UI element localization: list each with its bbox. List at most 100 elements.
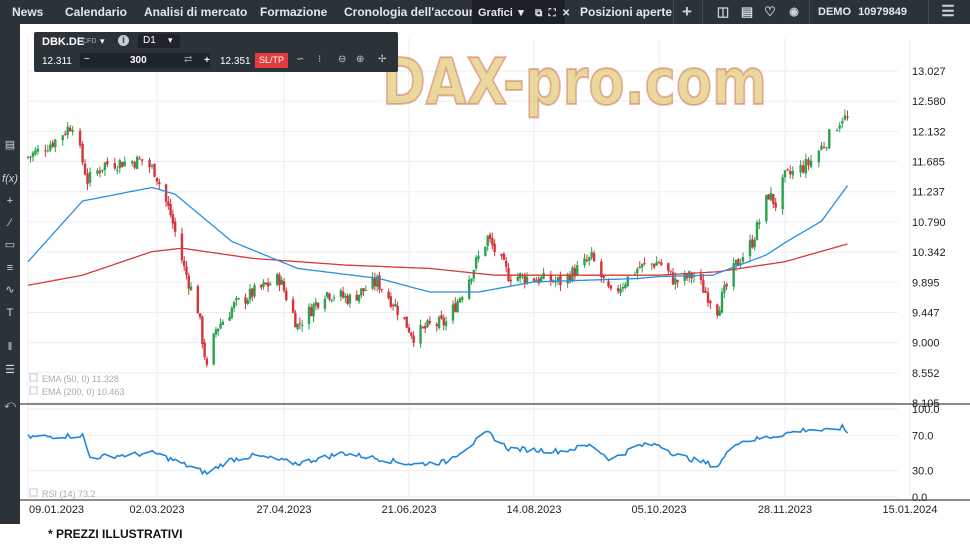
indicators-icon[interactable]: ⁝: [318, 54, 322, 65]
account-badge[interactable]: DEMO 10979849: [818, 0, 907, 24]
legend-label: EMA (200, 0) 10.463: [42, 387, 125, 397]
candle-down: [702, 280, 705, 293]
candle-down: [310, 307, 313, 317]
nav-tab-account-history[interactable]: Cronologia dell'account: [344, 5, 481, 19]
candle-up: [590, 252, 593, 258]
move-icon[interactable]: ✢: [378, 54, 387, 65]
zoom-out-icon[interactable]: ⊖: [338, 54, 347, 65]
chart-area[interactable]: 13.027 12.580 12.132 11.685 11.237 10.790 10.3…: [20, 24, 970, 524]
nav-tab-open-positions[interactable]: Posizioni aperte: [580, 5, 673, 19]
drawing-toolbar: ▤ f(x) + ∕ ▭ ≡ ∿ T ‖ ☰ ⤺: [0, 24, 20, 524]
candle-down: [607, 281, 610, 287]
sl-tp-button[interactable]: SL/TP: [255, 53, 289, 68]
candle-down: [440, 315, 443, 319]
hamburger-menu-icon[interactable]: ☰: [941, 3, 955, 20]
increase-volume-button[interactable]: +: [204, 55, 210, 66]
candle-down: [412, 335, 415, 343]
refresh-icon[interactable]: ⇄: [184, 54, 193, 65]
candle-down: [387, 291, 390, 299]
separator: [702, 0, 703, 24]
candle-down: [328, 293, 331, 300]
nav-tab-news[interactable]: News: [12, 5, 44, 19]
price-tick-label: 11.685: [912, 157, 945, 169]
candle-down: [113, 163, 117, 169]
candle-up: [571, 267, 574, 282]
candle-up: [753, 239, 756, 248]
brush-icon[interactable]: ∿: [5, 284, 15, 296]
fibonacci-icon[interactable]: ≡: [6, 262, 14, 274]
share-icon[interactable]: ⤺: [4, 399, 16, 411]
candle-down: [502, 253, 506, 260]
zoom-in-icon[interactable]: ⊕: [356, 54, 365, 65]
candle-up: [688, 271, 691, 278]
candle-up: [49, 144, 52, 151]
candle-down: [767, 194, 770, 200]
close-icon[interactable]: ✕: [561, 8, 571, 19]
decrease-volume-button[interactable]: −: [84, 54, 90, 65]
nav-tab-education[interactable]: Formazione: [260, 5, 328, 19]
price-tick-label: 9.895: [912, 277, 940, 289]
maximize-icon[interactable]: ⛶: [548, 8, 556, 19]
volume-input[interactable]: − 300 ⇄: [80, 53, 210, 68]
candle-down: [500, 253, 503, 256]
chevron-down-icon: ▾: [168, 35, 173, 45]
rectangle-icon[interactable]: ▭: [4, 239, 16, 251]
trendline-icon[interactable]: ∕: [9, 217, 11, 229]
candle-up: [748, 240, 752, 257]
candle-down: [260, 284, 263, 288]
chart-type-icon[interactable]: ▤: [4, 139, 16, 151]
text-icon[interactable]: T: [6, 307, 14, 319]
candle-up: [765, 194, 768, 222]
candle-down: [671, 272, 675, 285]
candle-down: [568, 274, 572, 282]
symbol-dropdown-icon[interactable]: ▾: [100, 36, 105, 46]
candle-down: [751, 239, 754, 248]
symbol-label[interactable]: DBK.DE: [42, 36, 85, 48]
candle-down: [846, 116, 849, 118]
layout-icon[interactable]: ◫: [716, 4, 730, 19]
candle-down: [491, 238, 494, 246]
candle-up: [477, 255, 480, 259]
candle-up: [29, 156, 32, 158]
candle-up: [781, 177, 784, 210]
nav-tab-calendar[interactable]: Calendario: [65, 5, 128, 19]
candle-up: [556, 277, 560, 281]
candle-down: [185, 266, 188, 276]
nav-tab-market-analysis[interactable]: Analisi di mercato: [144, 5, 248, 19]
legend-toggle-icon: [29, 386, 38, 395]
plus-icon[interactable]: +: [682, 2, 692, 21]
bid-price[interactable]: 12.311: [42, 56, 72, 67]
candle-down: [822, 146, 826, 148]
nav-tab-charts[interactable]: Grafici ▾ ⧉ ⛶ ✕: [472, 0, 570, 24]
candle-up: [419, 324, 422, 344]
info-icon[interactable]: i: [118, 35, 129, 46]
book-icon[interactable]: ▤: [740, 4, 754, 19]
candle-down: [173, 221, 177, 232]
candle-down: [138, 158, 141, 160]
bell-icon[interactable]: ♡: [764, 4, 776, 19]
candle-down: [203, 342, 206, 358]
layers-icon[interactable]: ☰: [5, 364, 15, 376]
candle-up: [484, 246, 487, 256]
price-tick-label: 8.552: [912, 368, 940, 380]
candle-up: [683, 273, 686, 281]
rsi-legend-label: RSI (14) 73.2: [42, 489, 96, 499]
popout-icon[interactable]: ⧉: [535, 8, 543, 19]
candle-up: [809, 160, 813, 167]
price-chart[interactable]: 13.027 12.580 12.132 11.685 11.237 10.790 10.3…: [20, 24, 970, 524]
timeframe-select[interactable]: D1 ▾: [138, 34, 180, 48]
candle-up: [723, 285, 726, 293]
compare-icon[interactable]: ‖: [7, 341, 13, 353]
candle-up: [838, 125, 841, 129]
candle-up: [360, 288, 363, 296]
crosshair-icon[interactable]: +: [6, 195, 14, 207]
function-icon[interactable]: f(x): [2, 173, 18, 185]
ask-price[interactable]: 12.351: [220, 56, 251, 67]
candle-down: [44, 150, 47, 152]
price-tick-label: 13.027: [912, 66, 946, 78]
candle-up: [312, 304, 315, 317]
candle-up: [456, 301, 459, 313]
candle-up: [470, 278, 473, 282]
caret-down-icon[interactable]: ▾: [518, 7, 524, 19]
trendline-tool-icon[interactable]: ∽: [296, 54, 305, 65]
